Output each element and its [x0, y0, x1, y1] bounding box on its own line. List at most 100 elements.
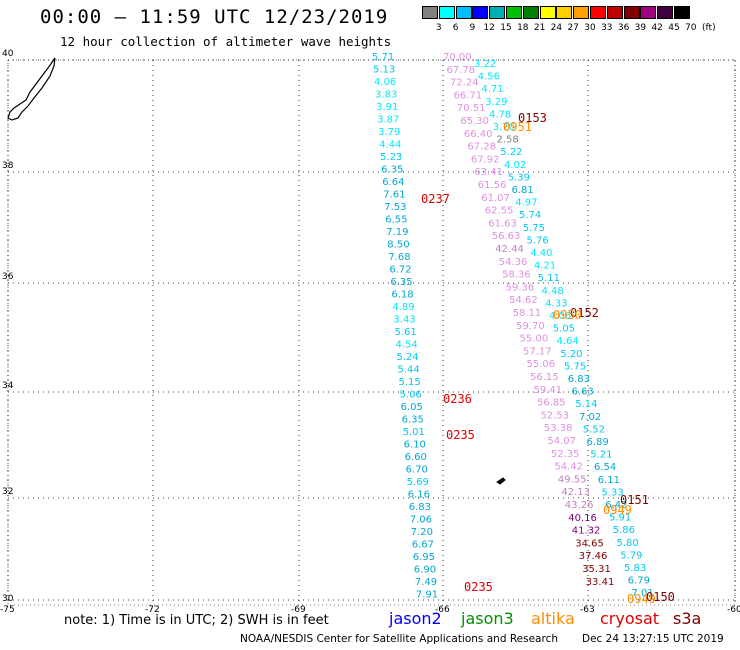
legend-entry-s3a: s3a: [673, 609, 702, 628]
wave-height-value: 5.91: [609, 513, 631, 524]
wave-height-value: 4.06: [549, 311, 571, 322]
wave-height-value: 6.10: [404, 440, 426, 451]
wave-height-value: 5.14: [575, 399, 597, 410]
wave-height-value: 5.44: [398, 365, 420, 376]
colorbar-tick-label: 24: [550, 23, 563, 33]
wave-height-value: 72.24: [450, 78, 479, 89]
wave-height-value: 59.70: [516, 321, 545, 332]
wave-height-value: 5.79: [620, 550, 642, 561]
wave-height-value: 3.70: [493, 122, 515, 133]
pass-time-label: 0235: [446, 428, 475, 442]
wave-height-value: 6.18: [391, 290, 413, 301]
wave-height-value: 4.48: [542, 286, 564, 297]
wave-height-value: 4.21: [534, 261, 556, 272]
wave-height-value: 5.11: [538, 273, 560, 284]
colorbar-swatch: [522, 6, 539, 19]
colorbar-swatch: [438, 6, 455, 19]
wave-height-value: 5.86: [613, 525, 635, 536]
wave-height-value: 5.05: [553, 324, 575, 335]
wave-height-value: 4.56: [478, 72, 500, 83]
pass-time-label: 0950: [553, 308, 582, 322]
wave-height-value: 6.83: [409, 502, 431, 513]
lon-label: -66: [435, 605, 450, 615]
colorbar-tick-label: 45: [668, 23, 680, 33]
wave-height-value: 4.71: [482, 84, 504, 95]
wave-height-value: 49.55: [558, 474, 587, 485]
lon-label: -63: [580, 605, 595, 615]
wave-height-value: 6.70: [406, 465, 428, 476]
pass-time-label: 0150: [646, 590, 675, 604]
wave-height-value: 7.06: [410, 515, 432, 526]
altimeter-tracks: 5.715.134.063.833.913.873.794.445.236.35…: [372, 52, 654, 601]
wave-height-value: 5.33: [602, 487, 624, 498]
wave-height-value: 6.67: [412, 540, 434, 551]
colorbar-swatch: [455, 6, 472, 19]
wave-height-value: 4.97: [515, 198, 537, 209]
lat-label: 38: [2, 161, 14, 171]
wave-height-value: 56.63: [492, 231, 521, 242]
wave-height-value: 3.91: [376, 102, 398, 113]
wave-height-value: 61.63: [488, 218, 517, 229]
wave-height-value: 34.65: [575, 538, 604, 549]
pass-time-label: 0235: [464, 580, 493, 594]
wave-height-value: 3.22: [474, 59, 496, 70]
pass-time-label: 0151: [620, 493, 649, 507]
wave-height-value: 4.78: [489, 109, 511, 120]
colorbar-swatch: [472, 6, 489, 19]
wave-height-value: 3.83: [375, 90, 397, 101]
wave-height-value: 5.75: [523, 223, 545, 234]
wave-height-value: 5.24: [396, 352, 418, 363]
colorbar-swatch: [590, 6, 606, 19]
wave-height-value: 52.35: [551, 449, 580, 460]
wave-height-value: 61.56: [478, 180, 507, 191]
wave-height-value: 57.17: [523, 346, 552, 357]
colorbar-tick-label: 42: [651, 23, 663, 33]
coastline-outline: [7, 57, 56, 121]
legend-entry-jason2: jason2: [389, 609, 442, 628]
wave-height-value: 5.76: [527, 235, 549, 246]
wave-height-value: 4.64: [557, 336, 579, 347]
wave-height-value: 5.13: [373, 65, 395, 76]
wave-height-value: 56.15: [530, 372, 559, 383]
wave-height-value: 4.02: [504, 160, 526, 171]
wave-height-value: 54.36: [499, 257, 528, 268]
colorbar-tick-label: 6: [452, 23, 459, 33]
colorbar-unit-label: (ft): [702, 23, 716, 33]
wave-height-value: 53.38: [544, 423, 573, 434]
wave-height-value: 4.40: [530, 248, 552, 259]
wave-height-value: 37.46: [579, 551, 608, 562]
wave-height-value: 6.72: [389, 265, 411, 276]
wave-height-value: 5.23: [380, 152, 402, 163]
wave-height-value: 7.01: [632, 588, 654, 599]
wave-height-value: 5.80: [617, 538, 639, 549]
wave-height-value: 6.89: [587, 437, 609, 448]
wave-height-value: 5.52: [583, 424, 605, 435]
wave-height-value: 6.79: [628, 576, 650, 587]
colorbar-tick-label: 21: [533, 23, 546, 33]
wave-height-value: 62.55: [485, 206, 514, 217]
wave-height-value: 59.41: [533, 385, 562, 396]
legend-entry-jason3: jason3: [461, 609, 514, 628]
pass-time-label: 0237: [421, 192, 450, 206]
axis-labels: 40 38 36 34 32 30-75 -72 -69 -66 -63 -60: [0, 49, 740, 615]
map-title: 00:00 – 11:59 UTC 12/23/2019: [40, 6, 389, 28]
wave-height-value: 4.33: [545, 298, 567, 309]
wave-height-value: 67.78: [446, 65, 475, 76]
wave-height-value: 54.42: [554, 462, 583, 473]
wave-height-value: 6.81: [512, 185, 534, 196]
colorbar-swatch: [623, 6, 640, 19]
small-island: [496, 477, 506, 485]
wave-height-value: 4.54: [395, 340, 417, 351]
pass-time-labels: 0153095102370152095002360235015109490235…: [421, 111, 675, 606]
lon-label: -72: [145, 605, 160, 615]
wave-height-value: 6.63: [572, 387, 594, 398]
wave-height-value: 58.11: [513, 308, 542, 319]
wave-height-value: 8.50: [387, 240, 409, 251]
lat-label: 30: [2, 594, 14, 604]
wave-height-value: 66.40: [464, 129, 493, 140]
wave-height-value: 5.01: [403, 427, 425, 438]
wave-height-value: 7.68: [388, 252, 410, 263]
wave-height-value: 6.54: [594, 462, 616, 473]
colorbar-swatch: [657, 6, 674, 19]
wave-height-value: 6.90: [414, 565, 436, 576]
